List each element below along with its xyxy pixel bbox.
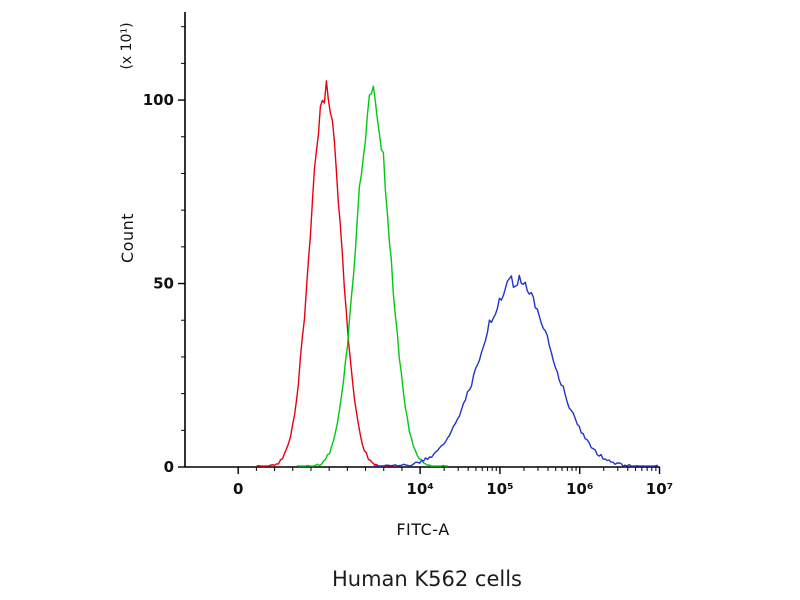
x-tick-label: 10⁶ — [566, 480, 593, 498]
x-tick-label: 10⁵ — [486, 480, 513, 498]
x-tick-label: 0 — [233, 480, 243, 498]
y-tick-label: 100 — [143, 91, 174, 109]
y-tick-label: 50 — [153, 275, 174, 293]
axes-layer: 0 10⁴ 10⁵ 10⁶ 10⁷ 0 50 100 — [143, 12, 673, 498]
y-axis-label: Count — [118, 213, 137, 263]
series-curve-green — [296, 85, 449, 467]
series-curve-red — [256, 80, 395, 467]
series-curve-blue — [373, 274, 659, 467]
x-axis-label: FITC-A — [396, 520, 449, 539]
x-tick-label: 10⁴ — [406, 480, 433, 498]
y-axis-unit-label: (x 10¹) — [119, 22, 135, 69]
y-tick-label: 0 — [164, 458, 174, 476]
x-tick-label: 10⁷ — [646, 480, 673, 498]
figure-title: Human K562 cells — [332, 567, 522, 591]
series-layer — [256, 80, 659, 467]
